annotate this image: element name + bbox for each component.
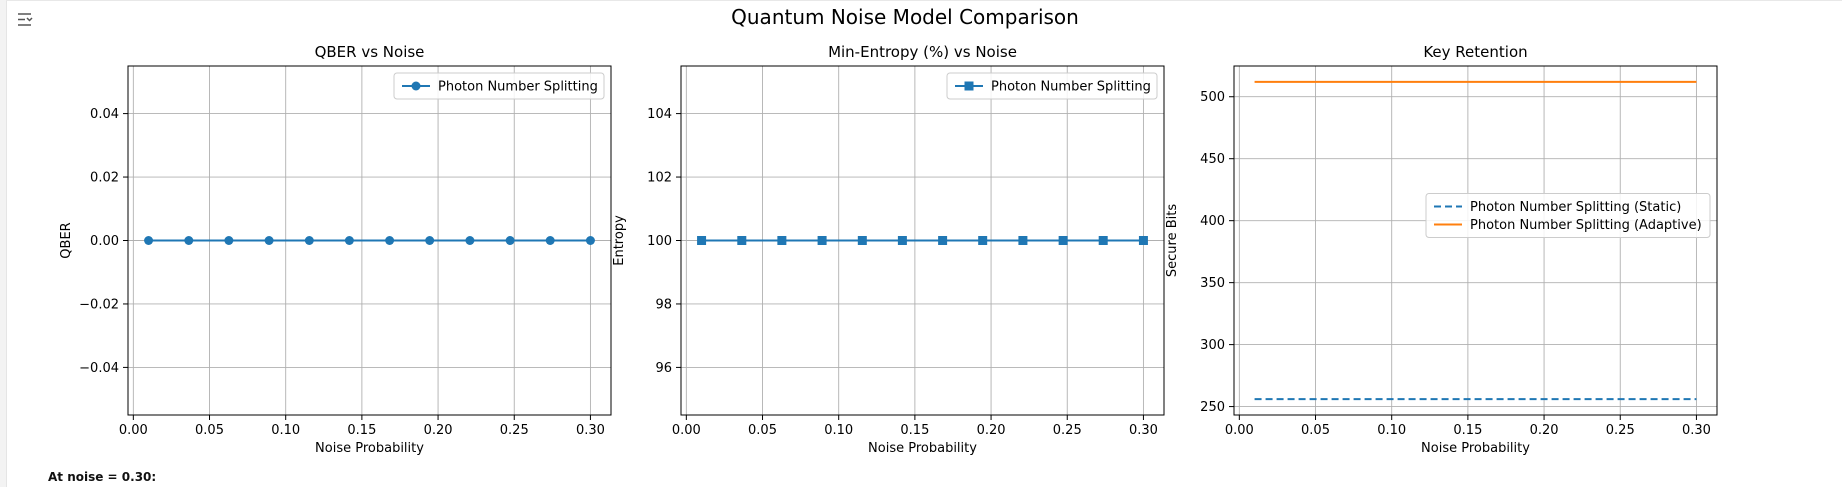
y-tick-label: 0.02 <box>90 171 119 186</box>
x-tick-label: 0.25 <box>500 423 529 438</box>
x-tick-label: 0.30 <box>1682 423 1711 438</box>
y-tick-label: 450 <box>1200 152 1225 167</box>
data-point <box>938 236 948 245</box>
output-collapse-icon <box>18 13 33 26</box>
y-axis-label: Secure Bits <box>1165 204 1180 277</box>
y-tick-label: 98 <box>655 297 672 312</box>
legend-box <box>1425 193 1711 238</box>
axes-frame <box>127 65 612 416</box>
legend: Photon Number Splitting <box>393 72 605 100</box>
legend-label: Photon Number Splitting (Static) <box>1470 200 1681 215</box>
axes-frame <box>680 65 1165 416</box>
cell-gutter <box>0 0 7 487</box>
data-point <box>697 236 707 245</box>
x-tick-label: 0.05 <box>195 423 224 438</box>
y-tick-label: 100 <box>647 234 672 249</box>
x-tick-label: 0.15 <box>1453 423 1482 438</box>
x-tick-label: 0.20 <box>424 423 453 438</box>
data-point <box>304 236 314 245</box>
y-tick-label: 500 <box>1200 90 1225 105</box>
legend-label: Photon Number Splitting <box>991 80 1151 95</box>
y-axis-label: QBER <box>59 222 74 258</box>
chart-panel-3: 0.00 0.05 0.10 0.15 0.20 0.25 0.30 250 300 350 400… <box>1165 43 1718 456</box>
y-tick-label: 400 <box>1200 214 1225 229</box>
data-point <box>585 236 595 245</box>
data-point <box>777 236 787 245</box>
x-tick-label: 0.20 <box>1530 423 1559 438</box>
legend-box <box>946 72 1158 100</box>
legend-marker <box>964 81 974 91</box>
legend-label: Photon Number Splitting (Adaptive) <box>1470 218 1702 233</box>
x-tick-label: 0.20 <box>977 423 1006 438</box>
x-tick-label: 0.05 <box>1301 423 1330 438</box>
status-text: At noise = 0.30: <box>48 470 157 484</box>
data-point <box>1058 236 1068 245</box>
y-tick-label: 250 <box>1200 400 1225 415</box>
legend-box <box>393 72 605 100</box>
y-tick-label: 96 <box>655 361 672 376</box>
data-point <box>344 236 354 245</box>
figure-suptitle: Quantum Noise Model Comparison <box>731 5 1079 29</box>
data-point <box>385 236 395 245</box>
subplots: 0.00 0.05 0.10 0.15 0.20 0.25 0.30 −0.04 −0.02 0.… <box>59 43 1718 456</box>
legend: Photon Number Splitting <box>946 72 1158 100</box>
data-point <box>897 236 907 245</box>
x-tick-label: 0.00 <box>672 423 701 438</box>
x-tick-label: 0.10 <box>824 423 853 438</box>
data-point <box>425 236 435 245</box>
data-point <box>224 236 234 245</box>
legend-marker <box>411 81 421 91</box>
y-tick-label: −0.02 <box>79 297 119 312</box>
x-tick-label: 0.30 <box>576 423 605 438</box>
data-point <box>545 236 555 245</box>
legend-label: Photon Number Splitting <box>438 80 598 95</box>
legend: Photon Number Splitting (Static) Photon N… <box>1425 193 1711 238</box>
x-tick-label: 0.15 <box>900 423 929 438</box>
x-tick-label: 0.10 <box>271 423 300 438</box>
x-axis-label: Noise Probability <box>315 441 424 456</box>
x-tick-label: 0.05 <box>748 423 777 438</box>
data-point <box>184 236 194 245</box>
x-axis-label: Noise Probability <box>1421 441 1530 456</box>
x-tick-label: 0.00 <box>119 423 148 438</box>
y-tick-label: 102 <box>647 171 672 186</box>
data-point <box>505 236 515 245</box>
chart-title: QBER vs Noise <box>315 43 425 61</box>
data-point <box>1138 236 1148 245</box>
y-tick-label: 0.04 <box>90 107 119 122</box>
x-tick-label: 0.15 <box>347 423 376 438</box>
x-tick-label: 0.25 <box>1053 423 1082 438</box>
output-toggle-button[interactable] <box>14 9 36 31</box>
data-point <box>1018 236 1028 245</box>
data-point <box>737 236 747 245</box>
x-tick-label: 0.10 <box>1377 423 1406 438</box>
y-tick-label: 104 <box>647 107 672 122</box>
data-point <box>817 236 827 245</box>
chart-panel-1: 0.00 0.05 0.10 0.15 0.20 0.25 0.30 −0.04 −0.02 0.… <box>59 43 612 456</box>
y-tick-label: 300 <box>1200 338 1225 353</box>
x-tick-label: 0.00 <box>1225 423 1254 438</box>
axes-frame <box>1233 65 1718 416</box>
data-point <box>465 236 475 245</box>
data-point <box>857 236 867 245</box>
chart-title: Min-Entropy (%) vs Noise <box>828 43 1017 61</box>
data-point <box>264 236 274 245</box>
chart-panel-2: 0.00 0.05 0.10 0.15 0.20 0.25 0.30 96 98 100 102 10… <box>612 43 1165 456</box>
x-tick-label: 0.25 <box>1606 423 1635 438</box>
chart-title: Key Retention <box>1423 43 1527 61</box>
y-tick-label: −0.04 <box>79 361 119 376</box>
y-tick-label: 0.00 <box>90 234 119 249</box>
x-axis-label: Noise Probability <box>868 441 977 456</box>
y-tick-label: 350 <box>1200 276 1225 291</box>
cell-divider <box>6 0 1842 1</box>
data-point <box>144 236 154 245</box>
x-tick-label: 0.30 <box>1129 423 1158 438</box>
y-axis-label: Entropy <box>612 215 627 266</box>
data-point <box>978 236 988 245</box>
data-point <box>1098 236 1108 245</box>
